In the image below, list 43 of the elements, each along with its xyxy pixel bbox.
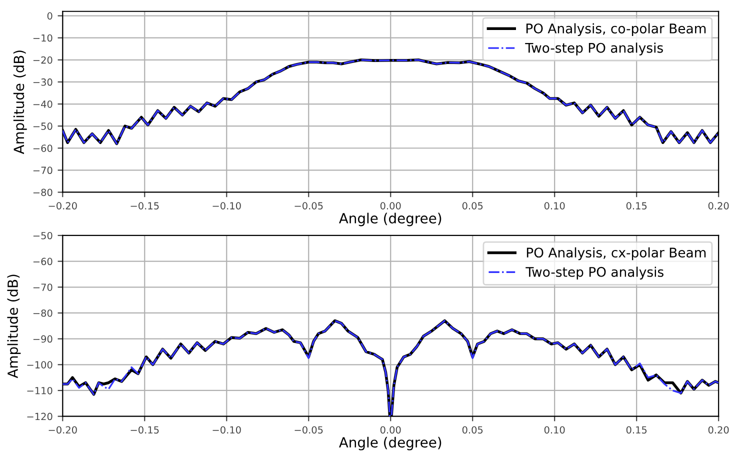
y-axis-title: Amplitude (dB) (13, 50, 27, 154)
y-tick-label: 0 (47, 12, 52, 20)
y-tick-label: −110 (27, 386, 52, 394)
x-tick-label: −0.05 (294, 426, 323, 434)
x-tick-label: 0.05 (462, 202, 483, 210)
x-axis-title: Angle (degree) (338, 436, 442, 450)
x-tick-label: 0.10 (544, 202, 565, 210)
x-axis-title: Angle (degree) (338, 212, 442, 226)
x-tick-label: 0.00 (380, 426, 401, 434)
y-tick-label: −60 (33, 258, 52, 266)
legend-label: PO Analysis, co-polar Beam (526, 23, 706, 36)
x-tick-label: −0.10 (212, 426, 241, 434)
x-tick-label: 0.05 (462, 426, 483, 434)
legend-label: PO Analysis, cx-polar Beam (526, 247, 706, 260)
x-tick-label: −0.05 (294, 202, 323, 210)
x-tick-label: 0.10 (544, 426, 565, 434)
legend-label: Two-step PO analysis (526, 266, 664, 280)
y-tick-label: −90 (33, 335, 52, 343)
y-tick-label: −30 (33, 78, 52, 86)
x-tick-label: −0.15 (130, 426, 159, 434)
x-tick-label: −0.20 (48, 202, 77, 210)
x-tick-label: 0.15 (626, 202, 647, 210)
y-tick-label: −80 (33, 188, 52, 196)
x-tick-label: −0.15 (130, 202, 159, 210)
x-tick-label: 0.00 (380, 202, 401, 210)
y-tick-label: −100 (27, 361, 52, 368)
y-tick-label: −80 (33, 309, 52, 317)
y-tick-label: −20 (33, 56, 52, 64)
y-tick-label: −10 (33, 34, 52, 42)
y-axis-title: Amplitude (dB) (7, 274, 21, 378)
y-tick-label: −40 (33, 100, 52, 108)
y-tick-label: −60 (33, 144, 52, 152)
y-tick-label: −120 (27, 412, 52, 420)
x-tick-label: 0.15 (626, 426, 647, 434)
x-tick-label: 0.20 (708, 202, 729, 210)
y-tick-label: −70 (33, 284, 52, 291)
y-tick-label: −50 (33, 122, 52, 130)
x-tick-label: −0.20 (48, 426, 77, 434)
x-tick-label: −0.10 (212, 202, 241, 210)
x-tick-label: 0.20 (708, 426, 729, 434)
y-tick-label: −50 (33, 232, 52, 240)
y-tick-label: −70 (33, 166, 52, 174)
legend-label: Two-step PO analysis (525, 42, 663, 56)
